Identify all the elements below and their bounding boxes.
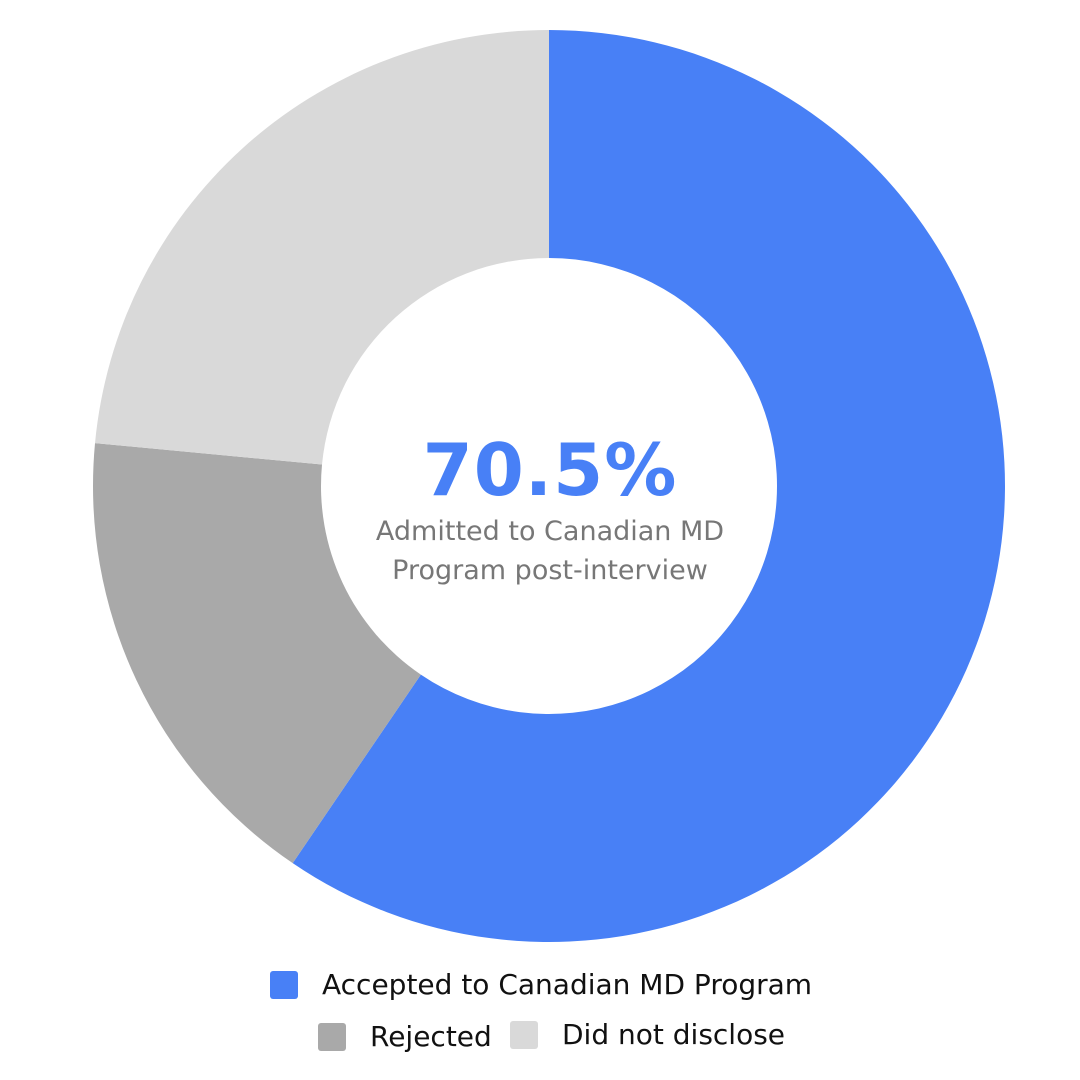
legend-item-did-not-disclose: Did not disclose <box>510 1018 785 1051</box>
center-caption: Admitted to Canadian MD Program post-int… <box>375 516 725 586</box>
legend-label-rejected: Rejected <box>370 1020 492 1053</box>
legend-item-rejected: Rejected <box>318 1020 492 1053</box>
legend-swatch-rejected <box>318 1022 346 1051</box>
donut-slice-did-not-disclose <box>95 30 549 465</box>
donut-slice-accepted <box>292 30 1006 942</box>
center-percentage: 70.5% <box>422 428 678 512</box>
legend-swatch-did-not-disclose <box>510 1020 538 1049</box>
legend-item-accepted: Accepted to Canadian MD Program <box>270 968 812 1001</box>
donut-slice-rejected <box>93 443 421 864</box>
legend-swatch-accepted <box>270 970 298 999</box>
legend-label-did-not-disclose: Did not disclose <box>562 1018 786 1051</box>
legend-label-accepted: Accepted to Canadian MD Program <box>322 968 813 1001</box>
